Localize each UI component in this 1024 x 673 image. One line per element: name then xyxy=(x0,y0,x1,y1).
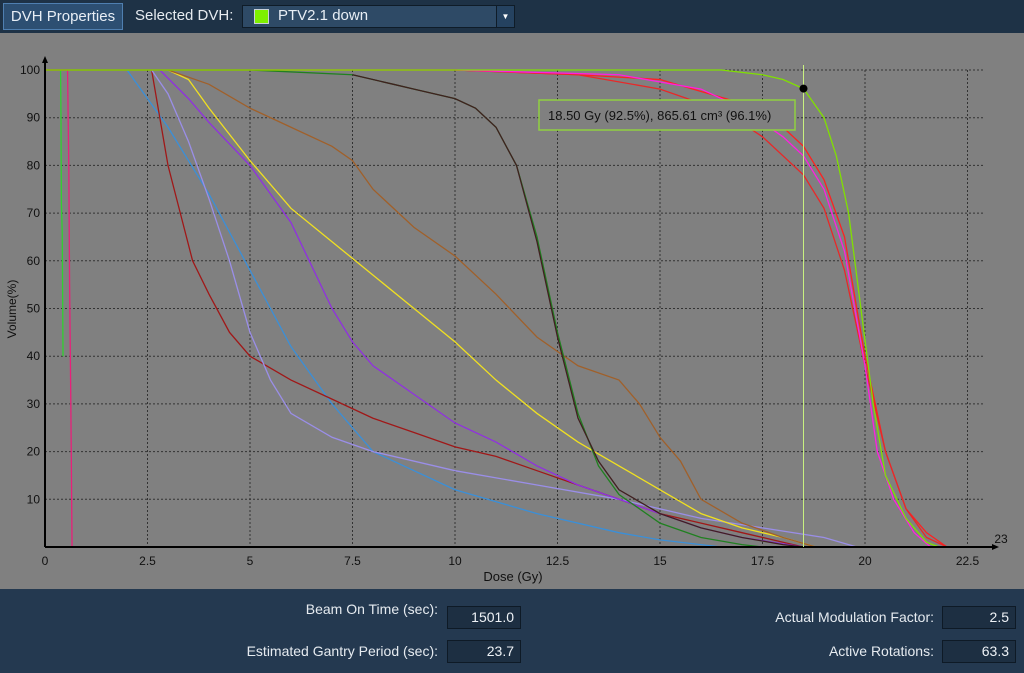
x-tick-label: 20 xyxy=(858,554,872,568)
x-tick-label: 2.5 xyxy=(139,554,156,568)
x-tick-label: 5 xyxy=(247,554,254,568)
dvh-curve xyxy=(352,74,804,548)
x-tick-label: 22.5 xyxy=(956,554,980,568)
x-axis-arrow xyxy=(992,544,999,550)
dvh-curve xyxy=(167,69,816,548)
x-axis-end-label: 23 xyxy=(994,532,1008,546)
x-tick-label: 17.5 xyxy=(751,554,775,568)
selected-dvh-value: PTV2.1 down xyxy=(278,7,369,24)
beam-on-time-field[interactable]: 1501.0 xyxy=(447,606,521,629)
dvh-curve xyxy=(59,69,64,357)
dvh-curve xyxy=(150,69,804,548)
selected-dvh-label: Selected DVH: xyxy=(135,7,234,24)
dvh-curve xyxy=(126,69,722,548)
x-tick-label: 12.5 xyxy=(546,554,570,568)
x-tick-label: 7.5 xyxy=(344,554,361,568)
y-tick-label: 10 xyxy=(27,492,41,506)
stats-panel: Beam On Time (sec): 1501.0 Estimated Gan… xyxy=(0,589,1024,673)
gantry-period-field[interactable]: 23.7 xyxy=(447,640,521,663)
axes: 0 2.5 5 7.5 10 12.5 15 17.5 20 22.5 10 20 30 40 50 60 70… xyxy=(20,56,1008,568)
toolbar: DVH Properties Selected DVH: PTV2.1 down… xyxy=(0,0,1024,33)
y-tick-label: 100 xyxy=(20,63,40,77)
dvh-curve xyxy=(151,69,857,548)
modulation-factor-field[interactable]: 2.5 xyxy=(942,606,1016,629)
x-axis-label: Dose (Gy) xyxy=(483,569,542,584)
x-tick-label: 10 xyxy=(448,554,462,568)
dvh-curve xyxy=(167,69,816,548)
selected-dvh-dropdown[interactable]: PTV2.1 down ▼ xyxy=(242,5,515,28)
y-tick-label: 30 xyxy=(27,397,41,411)
y-tick-label: 60 xyxy=(27,254,41,268)
grid xyxy=(45,69,983,547)
dvh-curve xyxy=(45,69,940,548)
x-tick-label: 15 xyxy=(653,554,667,568)
series-group xyxy=(45,69,948,548)
y-tick-label: 80 xyxy=(27,158,41,172)
dvh-properties-button[interactable]: DVH Properties xyxy=(3,3,123,30)
y-tick-label: 40 xyxy=(27,349,41,363)
y-axis-label: Volume(%) xyxy=(5,280,19,339)
y-tick-label: 90 xyxy=(27,111,41,125)
dvh-curve xyxy=(45,69,948,548)
dvh-curve xyxy=(454,69,948,548)
tooltip-box xyxy=(538,99,796,131)
active-rotations-label: Active Rotations: xyxy=(828,643,934,659)
y-tick-label: 20 xyxy=(27,445,41,459)
dvh-curve xyxy=(454,69,932,548)
x-tick-label: 0 xyxy=(42,554,49,568)
dvh-chart[interactable]: 0 2.5 5 7.5 10 12.5 15 17.5 20 22.5 10 20 30 40 50 60 70… xyxy=(0,33,1024,589)
tooltip-text: 18.50 Gy (92.5%), 865.61 cm³ (96.1%) xyxy=(548,108,771,123)
gantry-period-label: Estimated Gantry Period (sec): xyxy=(246,643,438,659)
chevron-down-icon[interactable]: ▼ xyxy=(496,6,514,27)
modulation-factor-label: Actual Modulation Factor: xyxy=(775,609,934,625)
color-swatch xyxy=(254,9,269,24)
cursor: 18.50 Gy (92.5%), 865.61 cm³ (96.1%) xyxy=(538,65,808,547)
cursor-point xyxy=(799,84,808,93)
y-tick-label: 70 xyxy=(27,206,41,220)
y-tick-label: 50 xyxy=(27,302,41,316)
beam-on-time-label: Beam On Time (sec): xyxy=(305,601,438,617)
y-axis-arrow xyxy=(42,56,48,63)
active-rotations-field[interactable]: 63.3 xyxy=(942,640,1016,663)
